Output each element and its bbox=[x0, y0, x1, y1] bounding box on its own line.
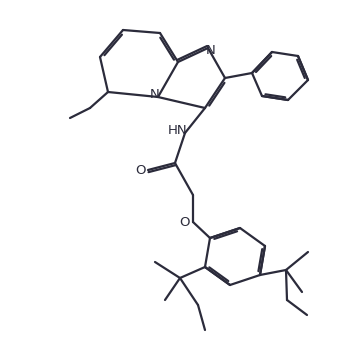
Text: HN: HN bbox=[168, 125, 187, 138]
Text: N: N bbox=[150, 89, 160, 102]
Text: O: O bbox=[179, 216, 190, 228]
Text: O: O bbox=[135, 163, 146, 176]
Text: N: N bbox=[206, 44, 216, 57]
